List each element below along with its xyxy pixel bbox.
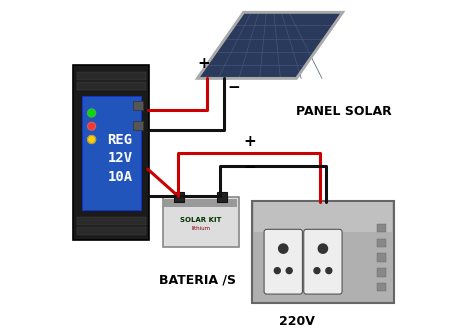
Circle shape	[314, 268, 320, 274]
FancyBboxPatch shape	[304, 229, 342, 294]
FancyBboxPatch shape	[377, 268, 386, 277]
Text: REG
12V
10A: REG 12V 10A	[107, 133, 132, 184]
FancyBboxPatch shape	[77, 72, 146, 80]
Circle shape	[88, 109, 96, 117]
Text: +: +	[244, 134, 256, 149]
FancyBboxPatch shape	[254, 202, 392, 232]
Circle shape	[88, 122, 96, 130]
Circle shape	[274, 268, 280, 274]
FancyBboxPatch shape	[377, 224, 386, 232]
FancyBboxPatch shape	[77, 227, 146, 235]
FancyBboxPatch shape	[133, 121, 143, 129]
FancyBboxPatch shape	[252, 201, 394, 303]
Text: BATERIA /S: BATERIA /S	[159, 273, 236, 286]
Circle shape	[88, 135, 96, 143]
Text: PANEL SOLAR: PANEL SOLAR	[296, 105, 392, 118]
FancyBboxPatch shape	[377, 239, 386, 247]
FancyBboxPatch shape	[77, 217, 146, 225]
Circle shape	[286, 268, 292, 274]
FancyBboxPatch shape	[174, 192, 184, 202]
Circle shape	[326, 268, 332, 274]
FancyBboxPatch shape	[217, 192, 227, 202]
Text: −: −	[244, 160, 256, 176]
Circle shape	[279, 244, 288, 253]
FancyBboxPatch shape	[133, 102, 143, 110]
FancyBboxPatch shape	[377, 253, 386, 262]
FancyBboxPatch shape	[377, 283, 386, 291]
Circle shape	[318, 244, 328, 253]
FancyBboxPatch shape	[73, 65, 149, 240]
Text: 220V: 220V	[279, 314, 314, 328]
FancyBboxPatch shape	[163, 197, 238, 247]
Text: +: +	[197, 56, 210, 71]
FancyBboxPatch shape	[82, 96, 140, 210]
FancyBboxPatch shape	[164, 199, 237, 207]
Text: −: −	[227, 80, 240, 95]
Polygon shape	[197, 12, 343, 78]
Text: lithium: lithium	[191, 226, 210, 231]
FancyBboxPatch shape	[264, 229, 302, 294]
FancyBboxPatch shape	[77, 82, 146, 90]
Text: SOLAR KIT: SOLAR KIT	[180, 217, 221, 223]
